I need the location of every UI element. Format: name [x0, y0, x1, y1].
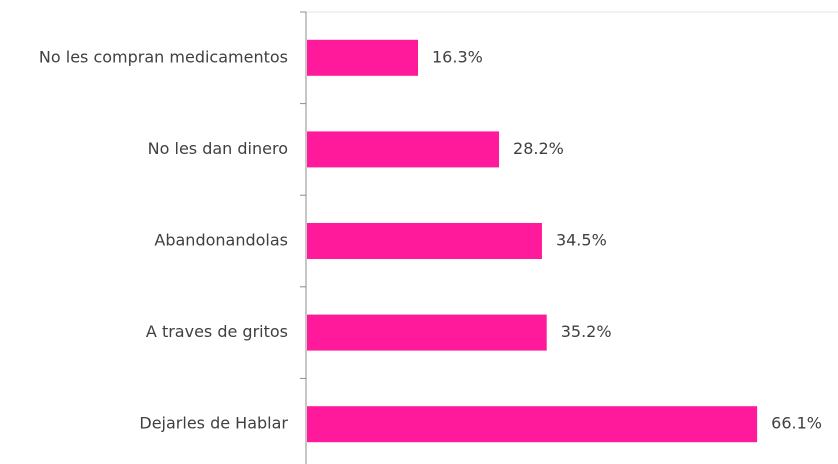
y-tick-label: A traves de gritos	[146, 322, 288, 341]
data-label: 28.2%	[513, 139, 564, 158]
data-label: 16.3%	[432, 47, 483, 66]
data-label: 66.1%	[771, 414, 822, 433]
y-tick-label: Dejarles de Hablar	[139, 414, 288, 433]
data-label: 34.5%	[556, 231, 607, 250]
data-label: 35.2%	[561, 322, 612, 341]
y-tick-label: Abandonandolas	[154, 231, 288, 250]
bar	[307, 131, 500, 168]
y-tick-label: No les dan dinero	[148, 139, 288, 158]
y-tick-label: No les compran medicamentos	[39, 47, 288, 66]
bar	[307, 406, 758, 443]
bar	[307, 314, 547, 351]
bar	[307, 39, 419, 76]
bar	[307, 223, 542, 259]
